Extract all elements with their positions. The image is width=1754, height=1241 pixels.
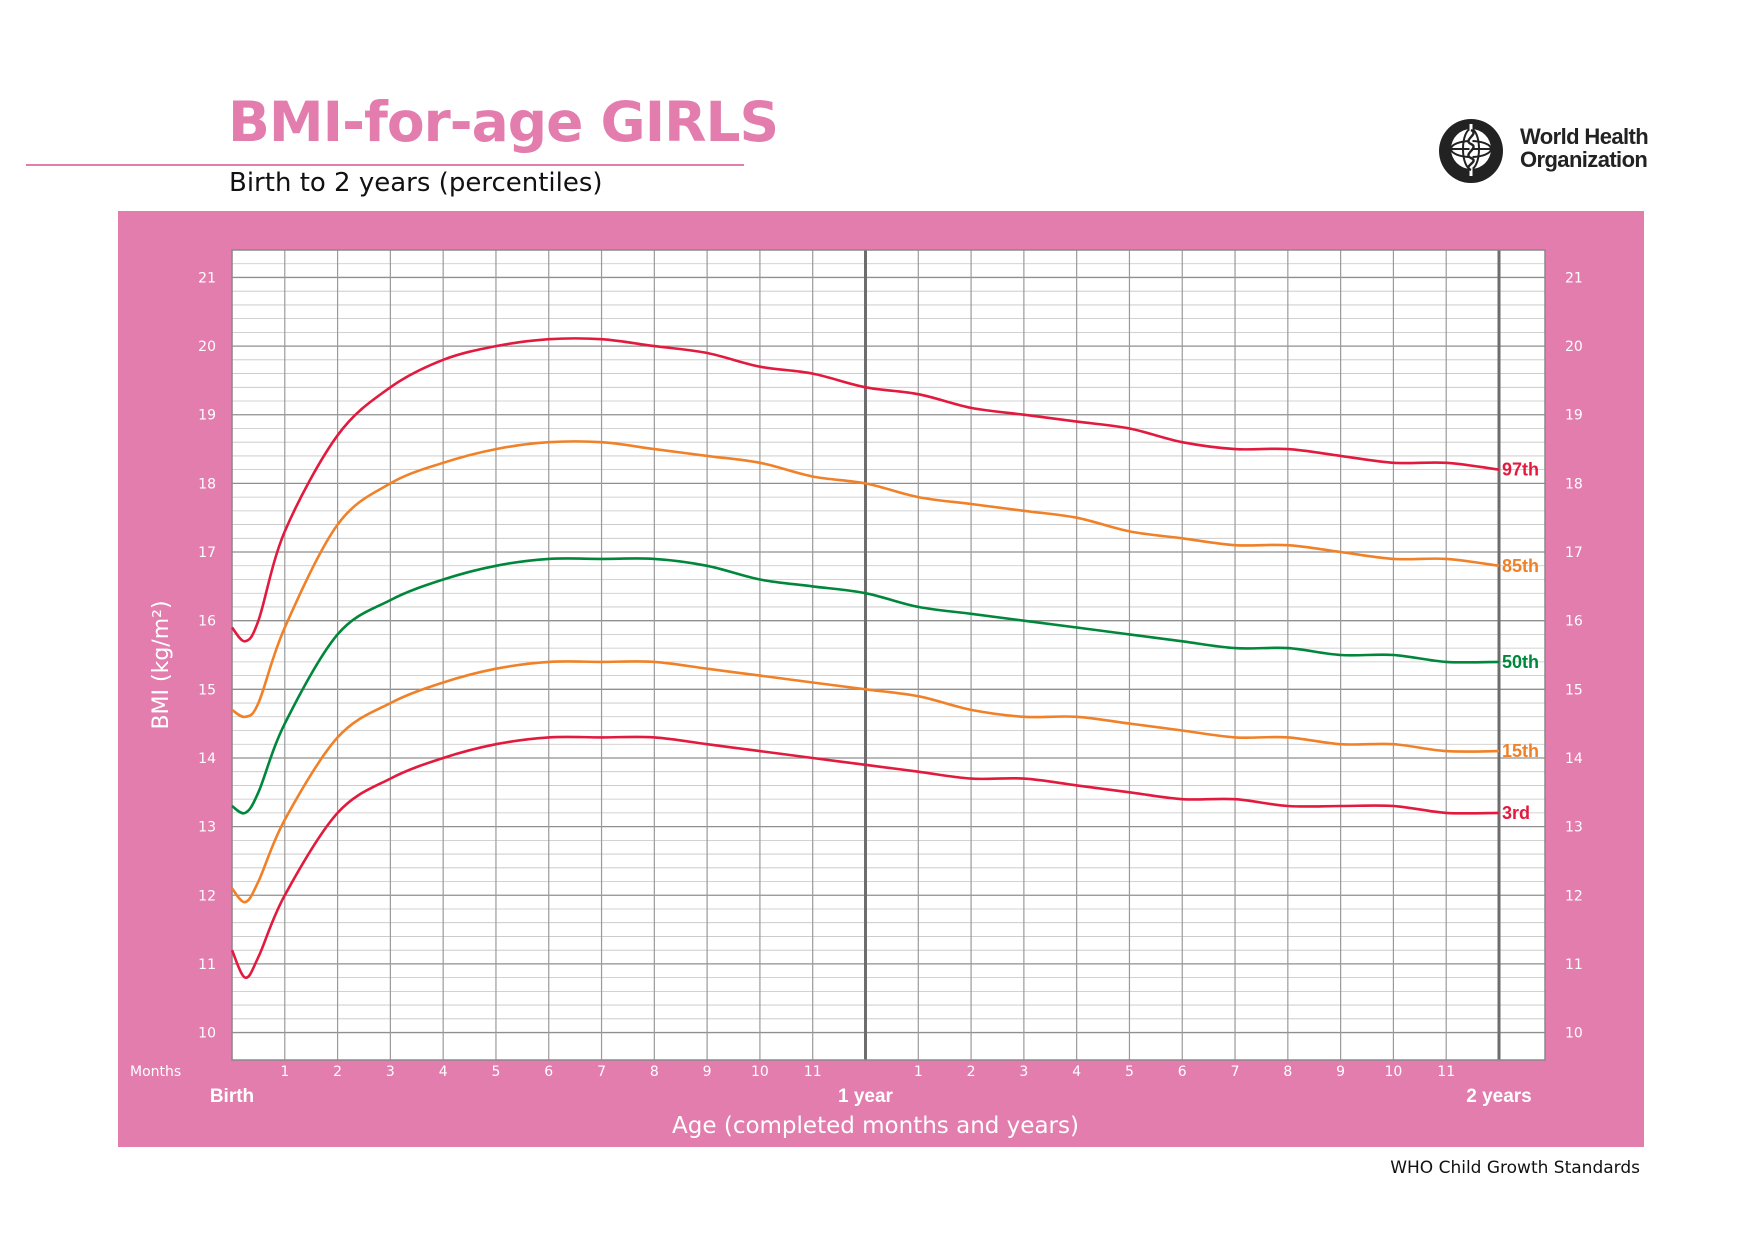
x-milestone-label: 1 year bbox=[838, 1086, 894, 1107]
x-tick-label: 8 bbox=[1283, 1064, 1292, 1080]
series-label-97th: 97th bbox=[1502, 460, 1539, 480]
x-unit-label: Months bbox=[130, 1064, 181, 1080]
x-tick-label: 4 bbox=[439, 1064, 448, 1080]
y-tick-label-left: 15 bbox=[198, 682, 216, 698]
x-milestone-label: 2 years bbox=[1466, 1086, 1532, 1107]
x-tick-label: 1 bbox=[914, 1064, 923, 1080]
x-milestone-label: Birth bbox=[210, 1086, 254, 1107]
y-tick-label-left: 20 bbox=[198, 339, 216, 355]
x-tick-label: 4 bbox=[1072, 1064, 1081, 1080]
y-axis-title: BMI (kg/m²) bbox=[149, 600, 174, 729]
y-tick-label-left: 17 bbox=[198, 545, 216, 561]
series-line-3rd bbox=[230, 735, 1500, 979]
y-tick-label-right: 18 bbox=[1565, 476, 1583, 492]
y-tick-label-right: 21 bbox=[1565, 270, 1583, 286]
x-tick-label: 9 bbox=[1336, 1064, 1345, 1080]
who-emblem-icon bbox=[1439, 119, 1503, 183]
y-tick-label-left: 13 bbox=[198, 820, 216, 836]
x-tick-label: 10 bbox=[1385, 1064, 1403, 1080]
x-axis-title: Age (completed months and years) bbox=[672, 1113, 1079, 1139]
organization-name-line2: Organization bbox=[1520, 147, 1648, 172]
chart-title: BMI-for-age GIRLS bbox=[228, 90, 779, 154]
y-tick-label-right: 15 bbox=[1565, 682, 1583, 698]
y-tick-label-left: 12 bbox=[198, 888, 216, 904]
x-tick-label: 5 bbox=[1125, 1064, 1134, 1080]
y-tick-label-left: 11 bbox=[198, 957, 216, 973]
series-line-50th bbox=[231, 557, 1500, 815]
series-label-3rd: 3rd bbox=[1502, 803, 1530, 823]
x-tick-label: 11 bbox=[804, 1064, 822, 1080]
x-tick-label: 8 bbox=[650, 1064, 659, 1080]
x-tick-label: 2 bbox=[967, 1064, 976, 1080]
plot-area bbox=[232, 250, 1545, 1060]
footer-source: WHO Child Growth Standards bbox=[1390, 1158, 1640, 1178]
x-tick-label: 3 bbox=[1019, 1064, 1028, 1080]
y-tick-label-right: 13 bbox=[1565, 820, 1583, 836]
y-tick-label-left: 14 bbox=[198, 751, 216, 767]
y-tick-label-right: 10 bbox=[1565, 1026, 1583, 1042]
x-tick-label: 7 bbox=[597, 1064, 606, 1080]
y-tick-label-right: 14 bbox=[1565, 751, 1583, 767]
series-line-97th bbox=[230, 337, 1500, 643]
y-tick-label-left: 19 bbox=[198, 408, 216, 424]
plot-border bbox=[231, 249, 1546, 1061]
x-tick-label: 11 bbox=[1437, 1064, 1455, 1080]
series-label-50th: 50th bbox=[1502, 652, 1539, 672]
x-tick-label: 7 bbox=[1231, 1064, 1240, 1080]
y-tick-label-right: 19 bbox=[1565, 408, 1583, 424]
x-tick-label: 6 bbox=[544, 1064, 553, 1080]
x-tick-label: 9 bbox=[703, 1064, 712, 1080]
y-tick-label-left: 21 bbox=[198, 270, 216, 286]
organization-name: World Health Organization bbox=[1520, 124, 1649, 172]
series-line-85th bbox=[231, 440, 1500, 719]
x-tick-label: 1 bbox=[280, 1064, 289, 1080]
title-underline bbox=[26, 164, 744, 166]
y-tick-label-right: 11 bbox=[1565, 957, 1583, 973]
x-tick-label: 5 bbox=[491, 1064, 500, 1080]
series-label-85th: 85th bbox=[1502, 556, 1539, 576]
y-tick-label-right: 16 bbox=[1565, 614, 1583, 630]
y-tick-label-left: 10 bbox=[198, 1026, 216, 1042]
y-tick-label-left: 18 bbox=[198, 476, 216, 492]
organization-name-line1: World Health bbox=[1520, 124, 1649, 149]
chart-subtitle: Birth to 2 years (percentiles) bbox=[229, 168, 603, 198]
x-tick-label: 2 bbox=[333, 1064, 342, 1080]
x-tick-label: 3 bbox=[386, 1064, 395, 1080]
series-line-15th bbox=[230, 660, 1500, 904]
series-label-15th: 15th bbox=[1502, 741, 1539, 761]
x-tick-label: 10 bbox=[751, 1064, 769, 1080]
x-tick-label: 6 bbox=[1178, 1064, 1187, 1080]
y-tick-label-right: 17 bbox=[1565, 545, 1583, 561]
y-tick-label-right: 20 bbox=[1565, 339, 1583, 355]
y-tick-label-right: 12 bbox=[1565, 888, 1583, 904]
y-tick-label-left: 16 bbox=[198, 614, 216, 630]
